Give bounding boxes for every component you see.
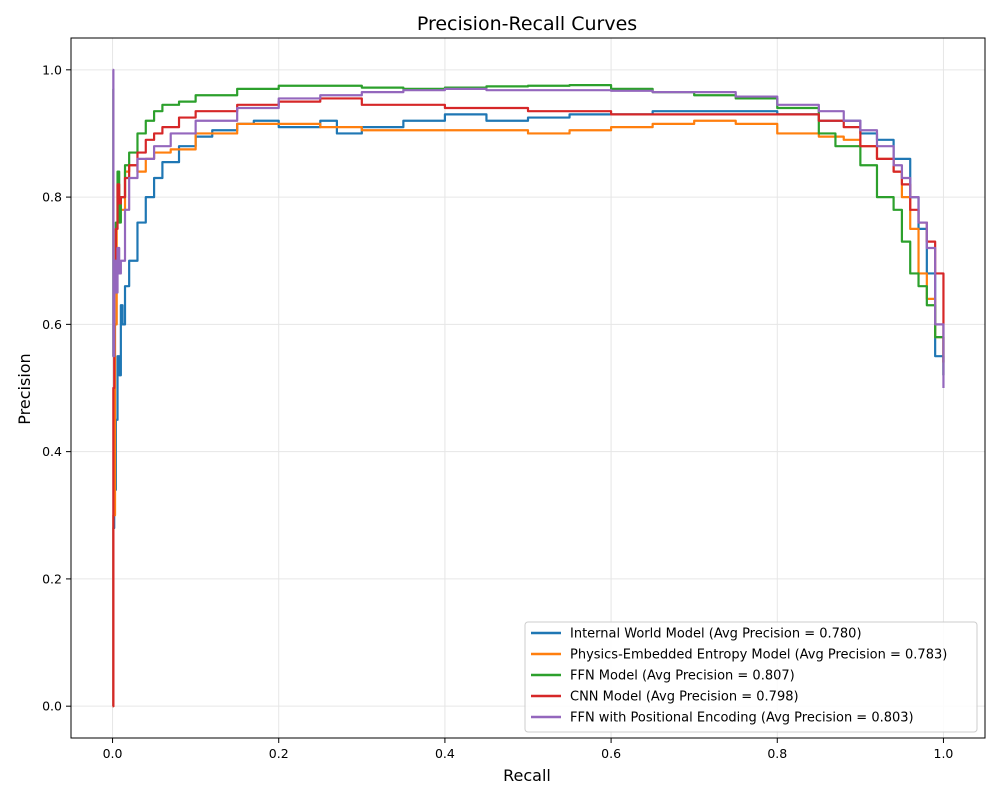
chart-title: Precision-Recall Curves	[417, 13, 637, 35]
x-tick-label: 1.0	[934, 746, 954, 761]
series-line-4	[112, 97, 945, 708]
legend-label-3: FFN Model (Avg Precision = 0.807)	[570, 669, 795, 684]
legend-box	[524, 621, 978, 733]
plot-frame	[70, 37, 986, 739]
x-tick-label: 0.4	[435, 746, 455, 761]
y-tick-label: 0.4	[42, 444, 62, 459]
legend-label-4: CNN Model (Avg Precision = 0.798)	[570, 690, 799, 705]
legend-label-2: Physics-Embedded Entropy Model (Avg Prec…	[570, 648, 947, 663]
x-axis: 0.0 0.2 0.4 0.6 0.8 1.0	[103, 738, 954, 761]
legend-label-1: Internal World Model (Avg Precision = 0.…	[570, 627, 862, 642]
x-tick-label: 0.2	[269, 746, 289, 761]
series-line-2	[112, 119, 945, 708]
y-tick-label: 1.0	[42, 62, 62, 77]
y-tick-label: 0.0	[42, 699, 62, 714]
x-tick-label: 0.8	[767, 746, 787, 761]
x-axis-label: Recall	[503, 766, 551, 785]
series-line-1	[112, 110, 945, 708]
y-tick-label: 0.8	[42, 190, 62, 205]
series-line-5	[112, 68, 945, 388]
legend: Internal World Model (Avg Precision = 0.…	[524, 621, 978, 733]
plot-series-group	[112, 68, 945, 708]
y-axis-label: Precision	[15, 353, 34, 424]
x-tick-label: 0.6	[601, 746, 621, 761]
x-tick-label: 0.0	[103, 746, 123, 761]
y-tick-label: 0.6	[42, 317, 62, 332]
y-axis: 0.0 0.2 0.4 0.6 0.8 1.0	[42, 62, 71, 714]
y-tick-label: 0.2	[42, 571, 62, 586]
legend-label-5: FFN with Positional Encoding (Avg Precis…	[570, 711, 914, 726]
